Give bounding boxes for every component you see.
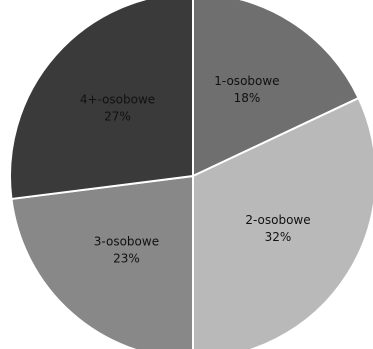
- slice-percent-label: 18%: [234, 91, 261, 105]
- pie-slice-4+-osobowe: [9, 0, 194, 201]
- slice-category-label: 4+-osobowe: [80, 92, 155, 106]
- pie-slices: [9, 0, 373, 349]
- slice-category-label: 2-osobowe: [245, 213, 310, 227]
- slice-percent-label: 32%: [265, 230, 292, 244]
- slice-category-label: 3-osobowe: [94, 234, 159, 248]
- slice-percent-label: 23%: [113, 251, 140, 265]
- slice-percent-label: 27%: [104, 109, 131, 123]
- slice-category-label: 1-osobowe: [214, 74, 279, 88]
- pie-slice-1-osobowe: [192, 0, 360, 178]
- pie-slice-3-osobowe: [10, 174, 194, 349]
- pie-labels: 1-osobowe 18% 2-osobowe 32% 3-osobowe 23% 4+-o…: [80, 74, 311, 265]
